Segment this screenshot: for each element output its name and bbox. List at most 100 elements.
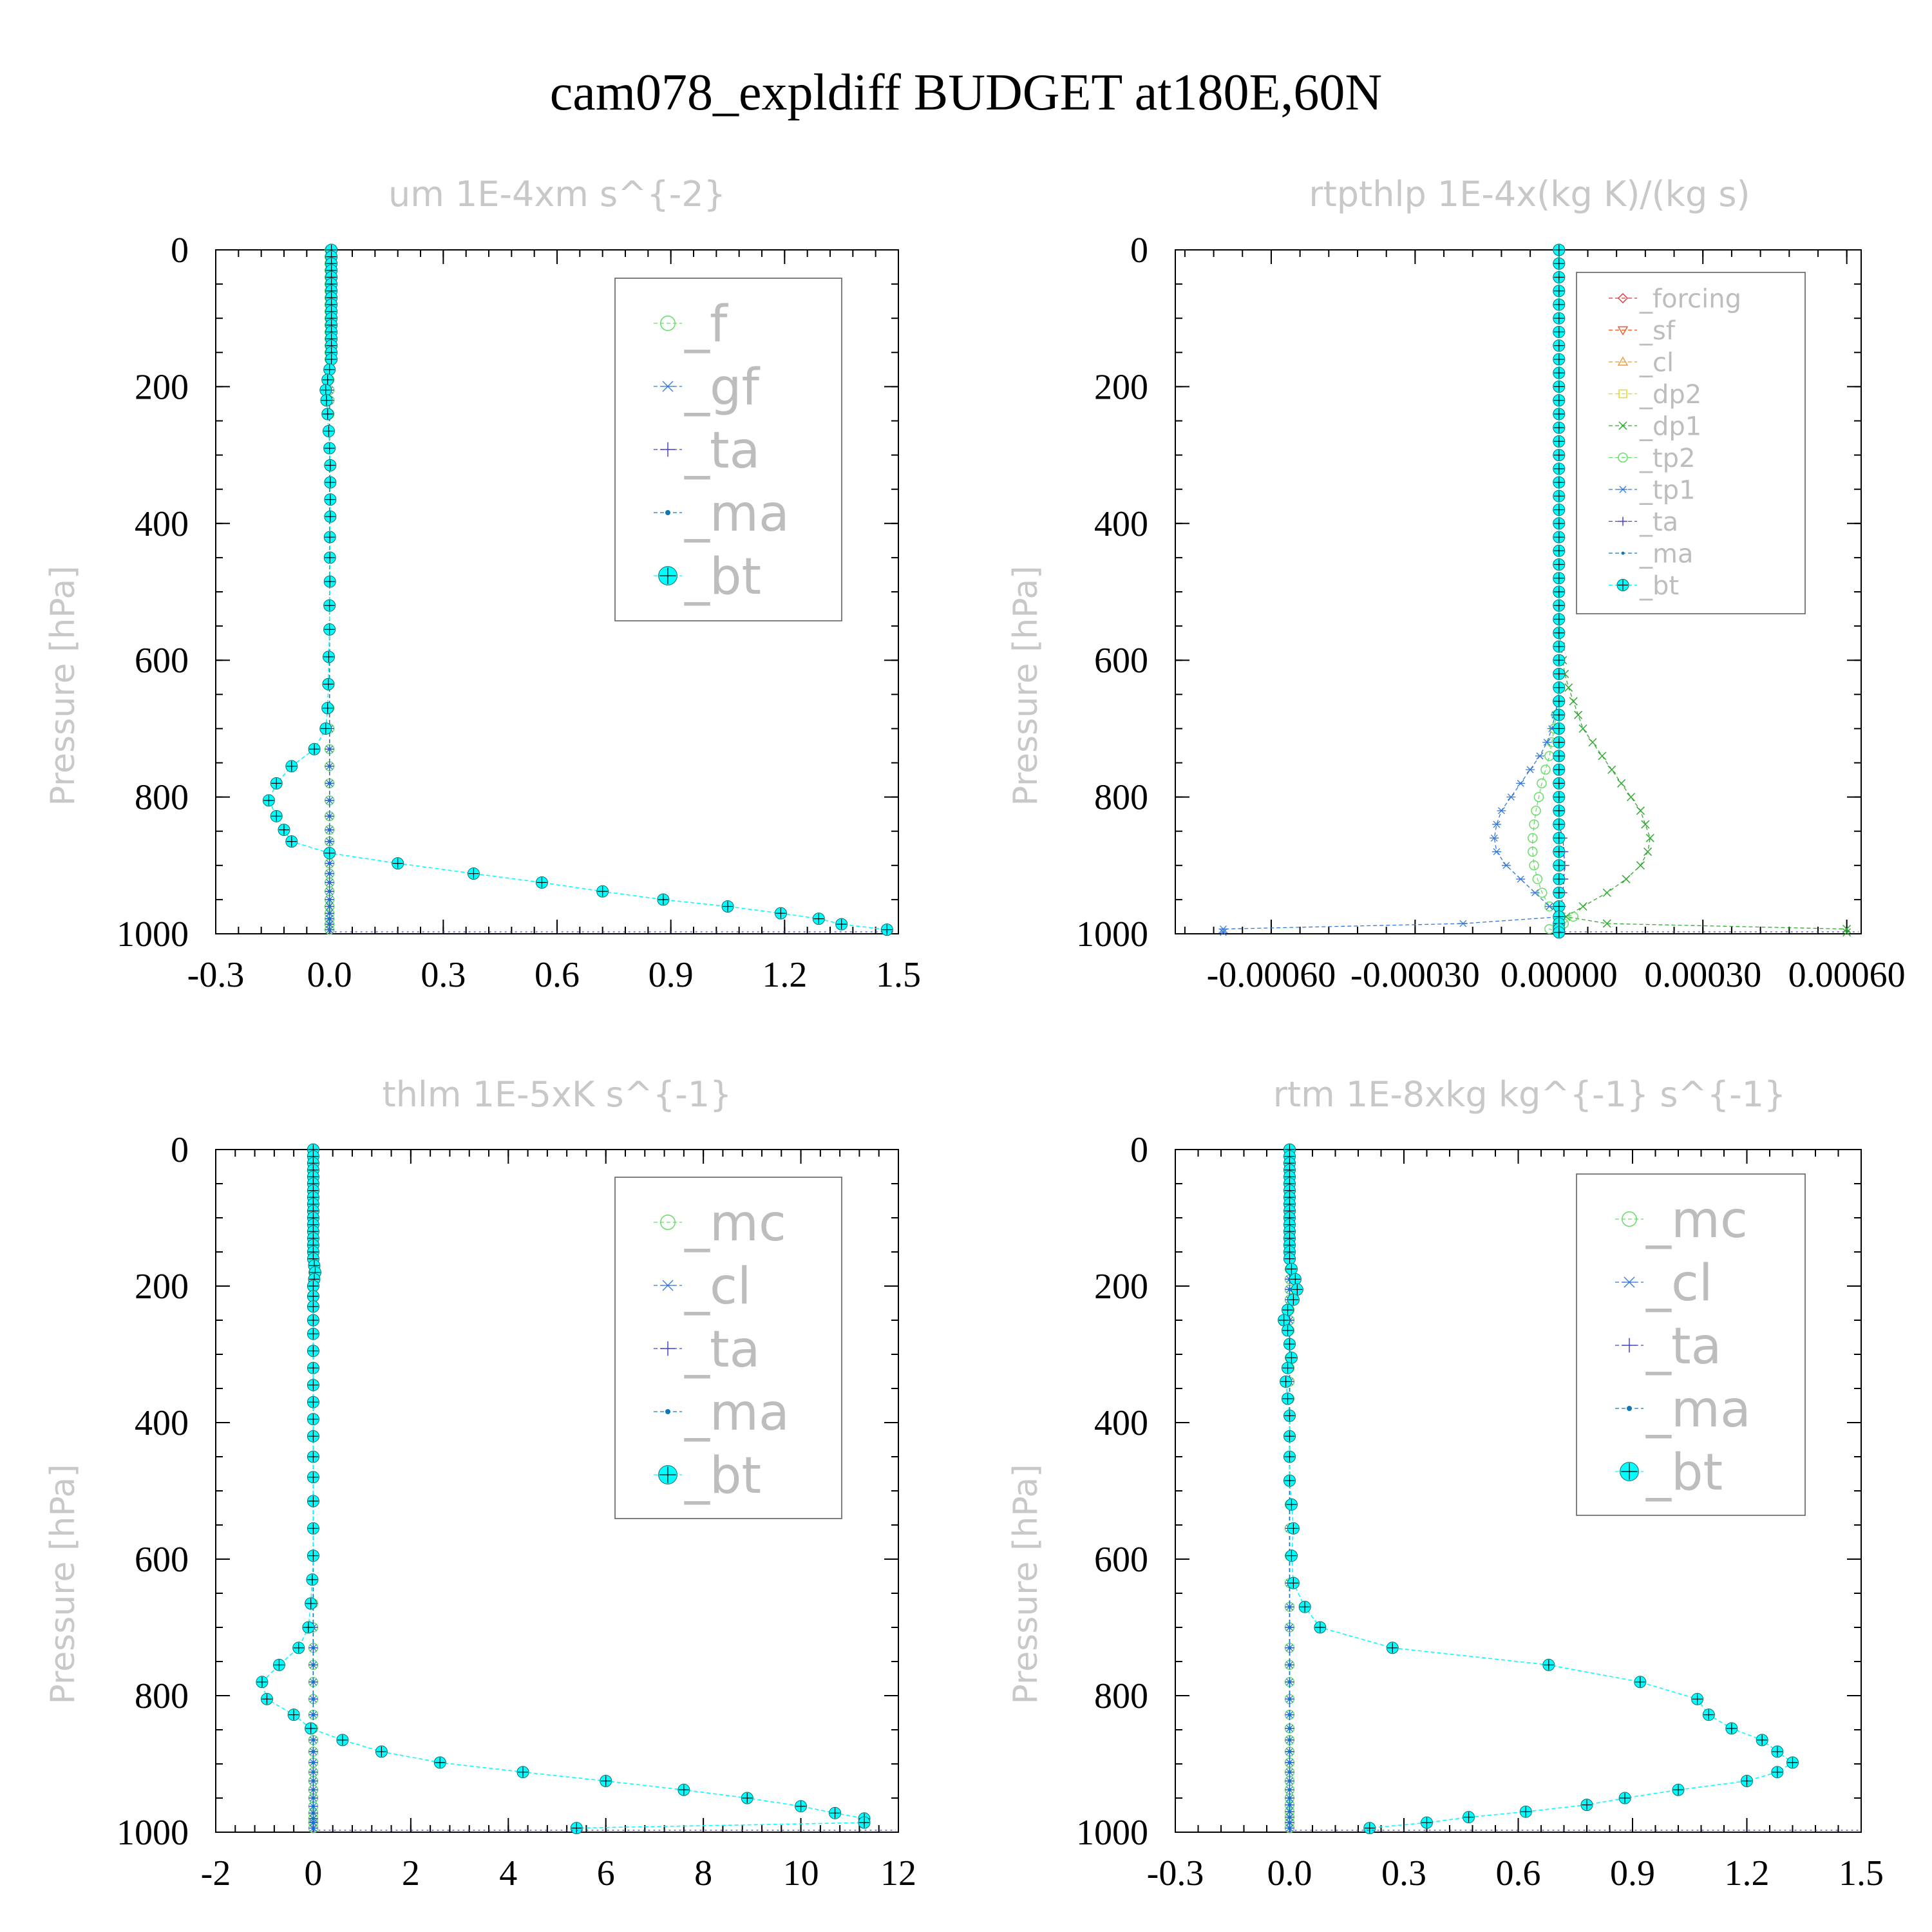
y-tick-label: 200 bbox=[135, 1267, 189, 1307]
series-point bbox=[311, 1788, 315, 1792]
x-tick-label: -0.3 bbox=[187, 955, 245, 995]
series-point bbox=[311, 1817, 315, 1821]
y-axis-label: Pressure [hPa] bbox=[1007, 1464, 1045, 1705]
series-point bbox=[1288, 1646, 1291, 1650]
series-point bbox=[1288, 1713, 1291, 1717]
figure-title: cam078_expldiff BUDGET at180E,60N bbox=[550, 64, 1382, 121]
legend-marker bbox=[1618, 516, 1627, 526]
series-bt bbox=[262, 243, 893, 936]
legend-label: _ta bbox=[684, 422, 760, 480]
x-tick-label: 12 bbox=[880, 1853, 916, 1893]
y-tick-label: 0 bbox=[171, 1130, 189, 1170]
series-point bbox=[328, 747, 332, 751]
series-line bbox=[1222, 250, 1563, 933]
y-tick-label: 800 bbox=[135, 778, 189, 818]
legend-label: _ta bbox=[1639, 507, 1678, 537]
x-tick-label: 0.00060 bbox=[1788, 955, 1906, 995]
legend: _mc_cl_ta_ma_bt bbox=[614, 1177, 842, 1519]
series-point bbox=[1288, 1761, 1291, 1765]
x-tick-label: 2 bbox=[402, 1853, 420, 1893]
y-tick-label: 400 bbox=[1094, 504, 1148, 544]
x-tick-label: 0.00000 bbox=[1501, 955, 1618, 995]
panel-um: um 1E-4xm s^{-2} Pressure [hPa] 0 200 400 6… bbox=[44, 174, 921, 995]
x-tick-label: 1.5 bbox=[876, 955, 921, 995]
series-point bbox=[311, 1713, 315, 1717]
legend-box bbox=[1576, 272, 1806, 614]
series-bt bbox=[1278, 1143, 1799, 1835]
legend-label: _bt bbox=[1639, 571, 1679, 601]
series-point bbox=[328, 905, 332, 909]
panel-rtpthlp: rtpthlp 1E-4x(kg K)/(kg s) Pressure [hPa… bbox=[1007, 174, 1906, 995]
x-tick-label: 0 bbox=[304, 1853, 322, 1893]
x-tick-label: 0.9 bbox=[1610, 1853, 1655, 1893]
x-tick-label: 0.3 bbox=[421, 955, 466, 995]
series-point bbox=[1578, 724, 1587, 733]
x-tick-label: 0.9 bbox=[649, 955, 694, 995]
series-point bbox=[1492, 820, 1501, 828]
series-point bbox=[328, 828, 332, 832]
series-point bbox=[328, 814, 332, 818]
legend-marker bbox=[1621, 551, 1625, 555]
series-point bbox=[1458, 920, 1468, 927]
legend-label: _ma bbox=[684, 1384, 790, 1442]
series-point bbox=[1641, 820, 1650, 829]
series-point bbox=[1528, 846, 1538, 857]
series-point bbox=[1516, 779, 1526, 787]
series-point bbox=[1542, 739, 1552, 746]
series-point bbox=[311, 1646, 315, 1650]
legend-marker bbox=[1618, 389, 1627, 399]
series-bt bbox=[256, 1143, 871, 1835]
y-axis-label: Pressure [hPa] bbox=[44, 566, 82, 806]
x-tick-label: -0.00030 bbox=[1350, 955, 1480, 995]
y-tick-label: 600 bbox=[135, 641, 189, 681]
x-tick-label: 10 bbox=[783, 1853, 819, 1893]
legend-marker bbox=[1618, 486, 1627, 493]
legend-marker bbox=[660, 442, 676, 457]
legend-label: _mc bbox=[684, 1195, 786, 1253]
series-point bbox=[311, 1779, 315, 1783]
legend-marker bbox=[1617, 356, 1629, 366]
legend-label: _ma bbox=[684, 485, 790, 543]
series-point bbox=[1537, 778, 1547, 789]
series-point bbox=[1578, 902, 1587, 911]
x-tick-label: -0.00060 bbox=[1207, 955, 1336, 995]
series-point bbox=[328, 872, 332, 876]
x-tick-label: 0.6 bbox=[1496, 1853, 1541, 1893]
series-point bbox=[1636, 806, 1645, 815]
legend: _mc_cl_ta_ma_bt bbox=[1576, 1173, 1806, 1516]
y-tick-label: 1000 bbox=[1076, 1813, 1148, 1853]
series-point bbox=[1288, 1605, 1291, 1609]
series-point bbox=[1842, 928, 1852, 937]
x-tick-label: 1.2 bbox=[762, 955, 807, 995]
panel-title: thlm 1E-5xK s^{-1} bbox=[383, 1074, 732, 1115]
series-point bbox=[1588, 738, 1597, 747]
legend-marker bbox=[665, 510, 670, 515]
x-tick-label: 8 bbox=[694, 1853, 712, 1893]
legend-label: _cl bbox=[684, 1258, 752, 1316]
series-point bbox=[311, 1750, 315, 1754]
x-tick-label: 0.00030 bbox=[1644, 955, 1761, 995]
x-tick-label: 0.6 bbox=[535, 955, 580, 995]
y-tick-label: 200 bbox=[1094, 367, 1148, 407]
legend-label: _mc bbox=[1645, 1191, 1748, 1249]
series-point bbox=[1574, 710, 1583, 719]
legend-marker bbox=[665, 1409, 670, 1414]
series-point bbox=[1288, 1810, 1291, 1814]
series-point bbox=[1288, 1779, 1291, 1783]
legend-label: _tp2 bbox=[1639, 444, 1696, 473]
series-point bbox=[1288, 1821, 1291, 1824]
series-point bbox=[1528, 833, 1538, 844]
legend-marker bbox=[1622, 1276, 1637, 1288]
series-point bbox=[328, 781, 332, 785]
series-point bbox=[1288, 1803, 1291, 1807]
series-point bbox=[1492, 848, 1501, 856]
series-point bbox=[1607, 765, 1616, 774]
series-bt bbox=[1553, 243, 1566, 939]
legend-label: _forcing bbox=[1639, 284, 1741, 314]
series-point bbox=[1569, 697, 1578, 706]
legend-label: _sf bbox=[1639, 316, 1676, 346]
series-point bbox=[311, 1663, 315, 1667]
series-point bbox=[1564, 683, 1573, 692]
series-point bbox=[1288, 1663, 1291, 1667]
